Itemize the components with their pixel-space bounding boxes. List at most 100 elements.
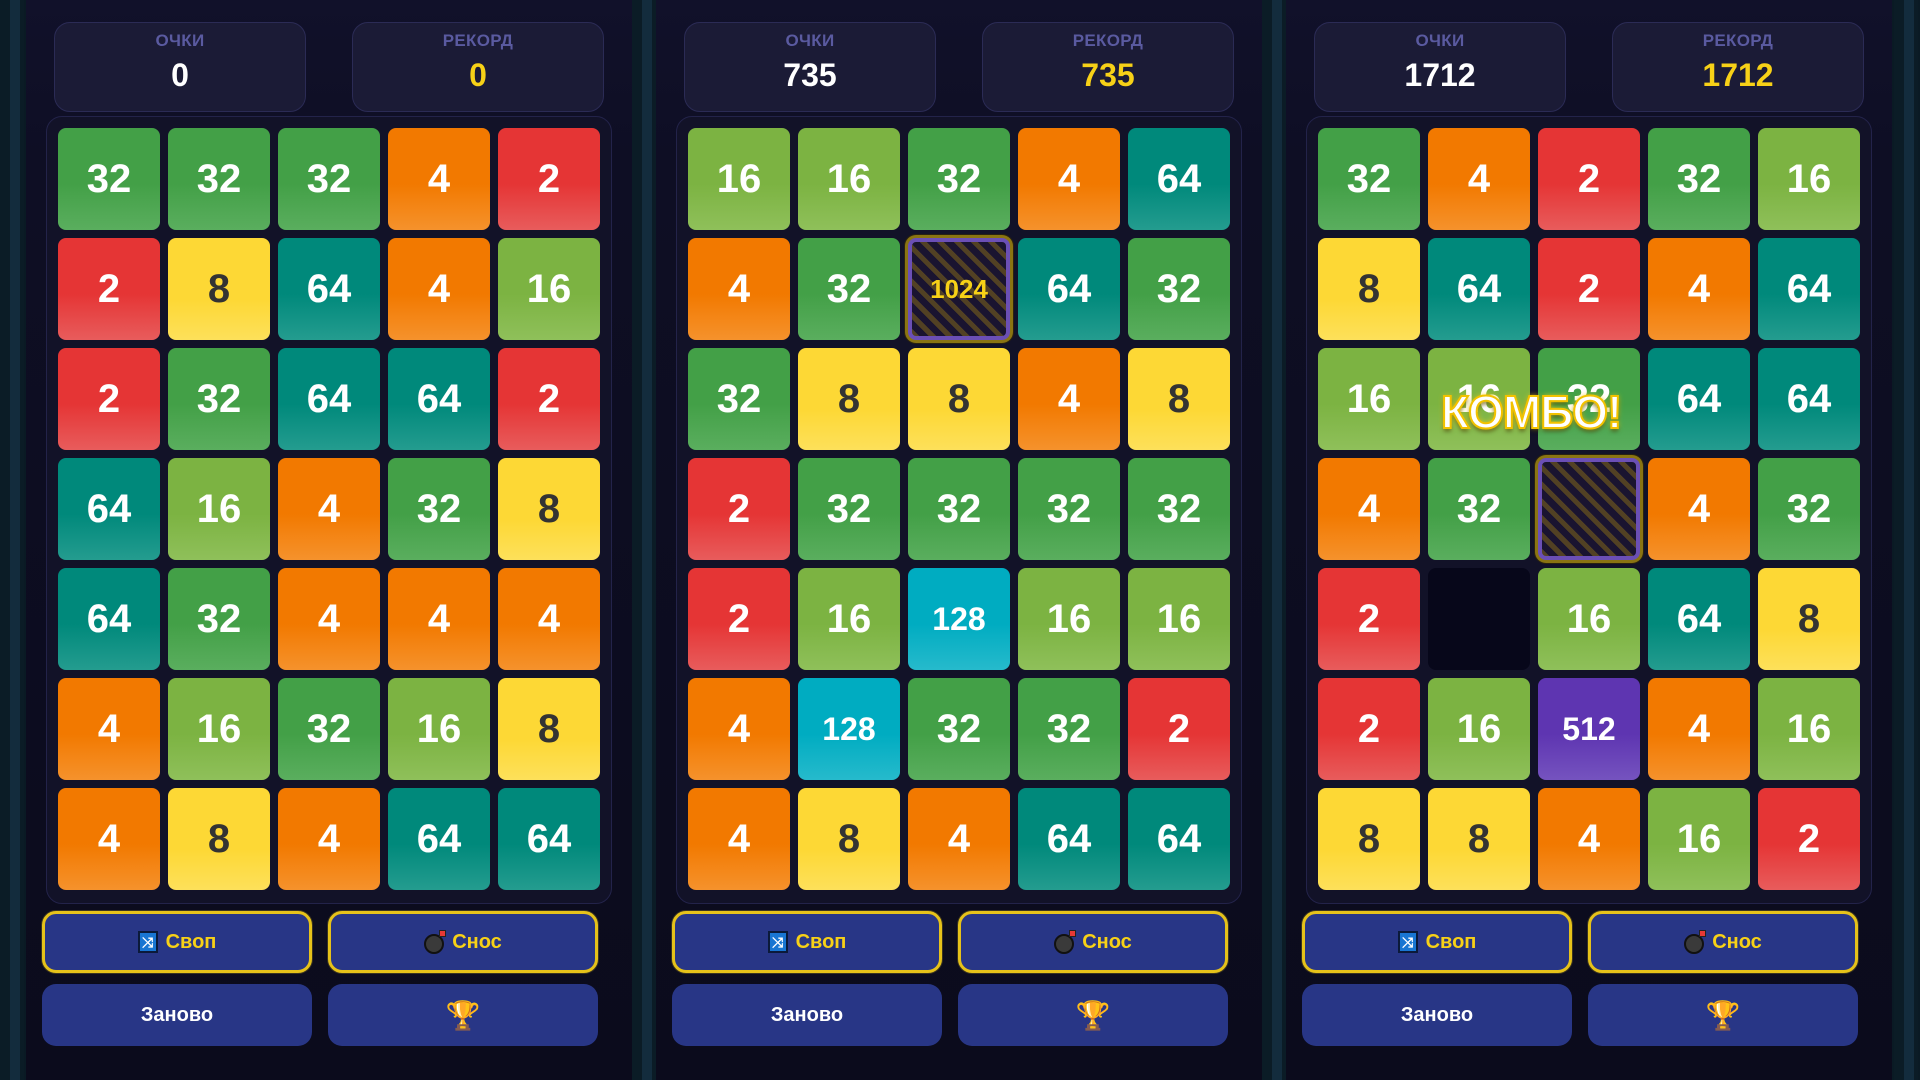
tile[interactable]: 2 [1538, 238, 1640, 340]
swap-button[interactable]: ⤨ Своп [1302, 911, 1572, 973]
tile[interactable]: 32 [688, 348, 790, 450]
tile[interactable]: 32 [1128, 238, 1230, 340]
tile[interactable]: 8 [908, 348, 1010, 450]
tile[interactable]: 64 [58, 458, 160, 560]
tile[interactable]: 16 [388, 678, 490, 780]
tile[interactable]: 8 [1318, 788, 1420, 890]
tile[interactable]: 32 [908, 128, 1010, 230]
tile[interactable]: 8 [1128, 348, 1230, 450]
tile[interactable]: 32 [388, 458, 490, 560]
tile[interactable]: 32 [1758, 458, 1860, 560]
tile[interactable]: 32 [168, 348, 270, 450]
tile[interactable]: 4 [278, 458, 380, 560]
tile[interactable]: 4 [388, 238, 490, 340]
tile[interactable]: 2 [498, 348, 600, 450]
tile[interactable]: 16 [1318, 348, 1420, 450]
empty-cell[interactable] [1428, 568, 1530, 670]
tile[interactable]: 32 [908, 458, 1010, 560]
tile[interactable]: 16 [798, 568, 900, 670]
demolish-button[interactable]: Снос [1588, 911, 1858, 973]
tile[interactable]: 4 [58, 788, 160, 890]
tile[interactable]: 16 [1758, 128, 1860, 230]
tile[interactable]: 32 [168, 568, 270, 670]
tile[interactable]: 32 [1428, 458, 1530, 560]
tile[interactable]: 4 [388, 128, 490, 230]
tile[interactable]: 16 [1648, 788, 1750, 890]
tile[interactable]: 64 [1648, 568, 1750, 670]
tile[interactable]: 16 [1428, 348, 1530, 450]
demolish-button[interactable]: Снос [958, 911, 1228, 973]
selected-special-tile[interactable] [1538, 458, 1640, 560]
tile[interactable]: 16 [498, 238, 600, 340]
leaderboard-button[interactable]: 🏆 [958, 984, 1228, 1046]
tile[interactable]: 8 [1318, 238, 1420, 340]
tile[interactable]: 64 [388, 348, 490, 450]
tile[interactable]: 64 [1128, 788, 1230, 890]
restart-button[interactable]: Заново [42, 984, 312, 1046]
tile[interactable]: 16 [1018, 568, 1120, 670]
tile[interactable]: 32 [798, 238, 900, 340]
tile[interactable]: 4 [278, 568, 380, 670]
tile[interactable]: 4 [58, 678, 160, 780]
tile[interactable]: 4 [278, 788, 380, 890]
tile[interactable]: 32 [1018, 678, 1120, 780]
tile[interactable]: 128 [798, 678, 900, 780]
tile[interactable]: 4 [1428, 128, 1530, 230]
tile[interactable]: 4 [1018, 128, 1120, 230]
tile[interactable]: 32 [798, 458, 900, 560]
tile[interactable]: 2 [1758, 788, 1860, 890]
tile[interactable]: 16 [1428, 678, 1530, 780]
tile[interactable]: 4 [1648, 458, 1750, 560]
tile[interactable]: 4 [388, 568, 490, 670]
tile[interactable]: 64 [1758, 348, 1860, 450]
tile[interactable]: 64 [498, 788, 600, 890]
tile[interactable]: 32 [1318, 128, 1420, 230]
tile[interactable]: 32 [1648, 128, 1750, 230]
tile[interactable]: 4 [688, 238, 790, 340]
leaderboard-button[interactable]: 🏆 [328, 984, 598, 1046]
tile[interactable]: 8 [498, 678, 600, 780]
tile[interactable]: 8 [798, 788, 900, 890]
tile[interactable]: 16 [1128, 568, 1230, 670]
tile[interactable]: 2 [58, 348, 160, 450]
tile[interactable]: 512 [1538, 678, 1640, 780]
tile[interactable]: 8 [798, 348, 900, 450]
tile[interactable]: 16 [798, 128, 900, 230]
tile[interactable]: 64 [1428, 238, 1530, 340]
swap-button[interactable]: ⤨ Своп [672, 911, 942, 973]
restart-button[interactable]: Заново [672, 984, 942, 1046]
tile[interactable]: 32 [278, 128, 380, 230]
tile[interactable]: 32 [278, 678, 380, 780]
tile[interactable]: 64 [58, 568, 160, 670]
tile[interactable]: 8 [498, 458, 600, 560]
tile[interactable]: 2 [1318, 568, 1420, 670]
tile[interactable]: 2 [498, 128, 600, 230]
tile[interactable]: 16 [688, 128, 790, 230]
tile[interactable]: 64 [1128, 128, 1230, 230]
tile[interactable]: 4 [1318, 458, 1420, 560]
swap-button[interactable]: ⤨ Своп [42, 911, 312, 973]
tile[interactable]: 32 [58, 128, 160, 230]
tile[interactable]: 64 [278, 348, 380, 450]
tile[interactable]: 64 [388, 788, 490, 890]
selected-special-tile[interactable]: 1024 [908, 238, 1010, 340]
tile[interactable]: 4 [1538, 788, 1640, 890]
tile[interactable]: 64 [1018, 238, 1120, 340]
tile[interactable]: 2 [1318, 678, 1420, 780]
tile[interactable]: 32 [168, 128, 270, 230]
tile[interactable]: 16 [168, 678, 270, 780]
tile[interactable]: 64 [1018, 788, 1120, 890]
tile[interactable]: 32 [1538, 348, 1640, 450]
tile[interactable]: 2 [1128, 678, 1230, 780]
tile[interactable]: 4 [498, 568, 600, 670]
tile[interactable]: 32 [908, 678, 1010, 780]
leaderboard-button[interactable]: 🏆 [1588, 984, 1858, 1046]
tile[interactable]: 32 [1128, 458, 1230, 560]
tile[interactable]: 4 [688, 678, 790, 780]
tile[interactable]: 64 [278, 238, 380, 340]
tile[interactable]: 8 [168, 238, 270, 340]
tile[interactable]: 128 [908, 568, 1010, 670]
tile[interactable]: 2 [688, 458, 790, 560]
tile[interactable]: 64 [1758, 238, 1860, 340]
restart-button[interactable]: Заново [1302, 984, 1572, 1046]
